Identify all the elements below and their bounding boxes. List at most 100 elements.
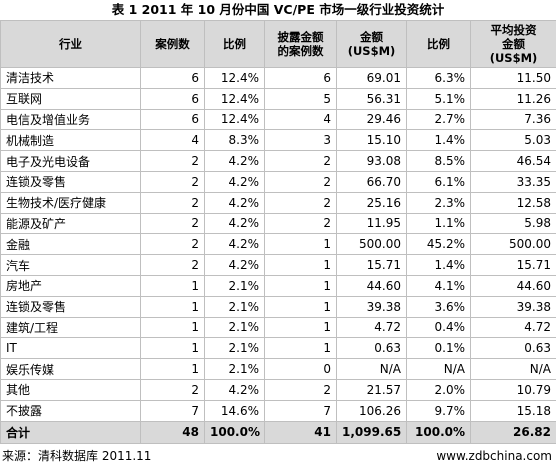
cell: 11.26 [470, 87, 556, 110]
cell: 5.03 [470, 129, 556, 152]
cell: N/A [336, 358, 407, 380]
header-cell: 金额 (US$M) [336, 20, 407, 68]
footer: 来源：清科数据库 2011.11 www.zdbchina.com [0, 446, 556, 466]
cell: 2.1% [204, 274, 265, 297]
cell: 7 [140, 399, 205, 422]
cell: 21.57 [336, 378, 407, 401]
cell: 46.54 [470, 150, 556, 172]
cell: 6 [140, 108, 205, 131]
cell: 4 [140, 129, 205, 152]
cell: 娱乐传媒 [0, 358, 141, 380]
header-cell: 平均投资 金额 (US$M) [470, 20, 556, 68]
cell: 5 [264, 87, 337, 110]
cell: 4.2% [204, 150, 265, 172]
data-row: 连锁及零售 2 4.2% 2 66.70 6.1% 33.35 [0, 170, 556, 193]
data-row: 汽车 2 4.2% 1 15.71 1.4% 15.71 [0, 254, 556, 276]
cell: 1.1% [406, 212, 471, 235]
cell: 互联网 [0, 87, 141, 110]
source: 来源：清科数据库 2011.11 [2, 449, 152, 463]
cell: 2 [140, 233, 205, 256]
cell: 机械制造 [0, 129, 141, 152]
cell: 7 [264, 399, 337, 422]
cell: 其他 [0, 378, 141, 401]
cell: 10.79 [470, 378, 556, 401]
cell: 1 [140, 358, 205, 380]
cell: 1 [264, 295, 337, 318]
cell: 25.16 [336, 191, 407, 214]
cell: 8.5% [406, 150, 471, 172]
cell: 1.4% [406, 129, 471, 152]
cell: 1 [140, 295, 205, 318]
cell: 4.72 [336, 316, 407, 339]
cell: 房地产 [0, 274, 141, 297]
header-line: 平均投资 [490, 23, 537, 37]
cell: 1 [140, 316, 205, 339]
cell: 0.1% [406, 337, 471, 360]
cell: 连锁及零售 [0, 295, 141, 318]
cell: 汽车 [0, 254, 141, 276]
cell: 6 [264, 67, 337, 89]
cell: 12.4% [204, 87, 265, 110]
cell: 0.4% [406, 316, 471, 339]
header-line: 金额 [360, 30, 383, 44]
cell: 1 [264, 316, 337, 339]
cell: 6.3% [406, 67, 471, 89]
cell: 6.1% [406, 170, 471, 193]
cell: 2.1% [204, 295, 265, 318]
cell: 3 [264, 129, 337, 152]
cell: 6 [140, 67, 205, 89]
cell: 9.7% [406, 399, 471, 422]
cell: 33.35 [470, 170, 556, 193]
cell: 4.2% [204, 191, 265, 214]
cell: 2 [140, 150, 205, 172]
header-line: 披露金额 [277, 30, 324, 44]
data-table: 行业 案例数 比例 披露金额 的案例数 金额 (US$M) 比例 平均投资 金额 (US$M) 清洁… [0, 20, 556, 444]
cell: 2.1% [204, 316, 265, 339]
cell: 15.10 [336, 129, 407, 152]
header-cell: 比例 [406, 20, 471, 68]
header-row: 行业 案例数 比例 披露金额 的案例数 金额 (US$M) 比例 平均投资 金额 (US$M) [0, 20, 556, 68]
header-line: 案例数 [155, 37, 190, 51]
data-row: 娱乐传媒 1 2.1% 0 N/A N/A N/A [0, 358, 556, 380]
cell: 15.71 [470, 254, 556, 276]
cell: 1.4% [406, 254, 471, 276]
website: www.zdbchina.com [436, 449, 552, 463]
cell: 2.1% [204, 337, 265, 360]
cell: 连锁及零售 [0, 170, 141, 193]
cell: 39.38 [470, 295, 556, 318]
cell: 1 [264, 337, 337, 360]
data-row: IT 1 2.1% 1 0.63 0.1% 0.63 [0, 337, 556, 360]
data-row: 连锁及零售 1 2.1% 1 39.38 3.6% 39.38 [0, 295, 556, 318]
data-row: 清洁技术 6 12.4% 6 69.01 6.3% 11.50 [0, 67, 556, 89]
data-row: 金融 2 4.2% 1 500.00 45.2% 500.00 [0, 233, 556, 256]
cell: 2 [140, 170, 205, 193]
cell: 69.01 [336, 67, 407, 89]
cell: 45.2% [406, 233, 471, 256]
cell: 39.38 [336, 295, 407, 318]
cell: 56.31 [336, 87, 407, 110]
cell: 生物技术/医疗健康 [0, 191, 141, 214]
cell: 11.95 [336, 212, 407, 235]
header-line: (US$M) [489, 51, 538, 65]
cell: 500.00 [336, 233, 407, 256]
cell: 4 [264, 108, 337, 131]
cell: 电信及增值业务 [0, 108, 141, 131]
cell: 不披露 [0, 399, 141, 422]
header-line: 比例 [223, 37, 246, 51]
cell: 2 [140, 378, 205, 401]
data-row: 建筑/工程 1 2.1% 1 4.72 0.4% 4.72 [0, 316, 556, 339]
cell: 2 [140, 191, 205, 214]
header-line: 行业 [59, 37, 82, 51]
cell: 2.0% [406, 378, 471, 401]
cell: 11.50 [470, 67, 556, 89]
cell: 15.71 [336, 254, 407, 276]
cell: 29.46 [336, 108, 407, 131]
cell: 14.6% [204, 399, 265, 422]
data-row: 电子及光电设备 2 4.2% 2 93.08 8.5% 46.54 [0, 150, 556, 172]
cell: 4.2% [204, 254, 265, 276]
cell: 2 [140, 254, 205, 276]
cell: 4.2% [204, 170, 265, 193]
data-row: 机械制造 4 8.3% 3 15.10 1.4% 5.03 [0, 129, 556, 152]
cell: 清洁技术 [0, 67, 141, 89]
